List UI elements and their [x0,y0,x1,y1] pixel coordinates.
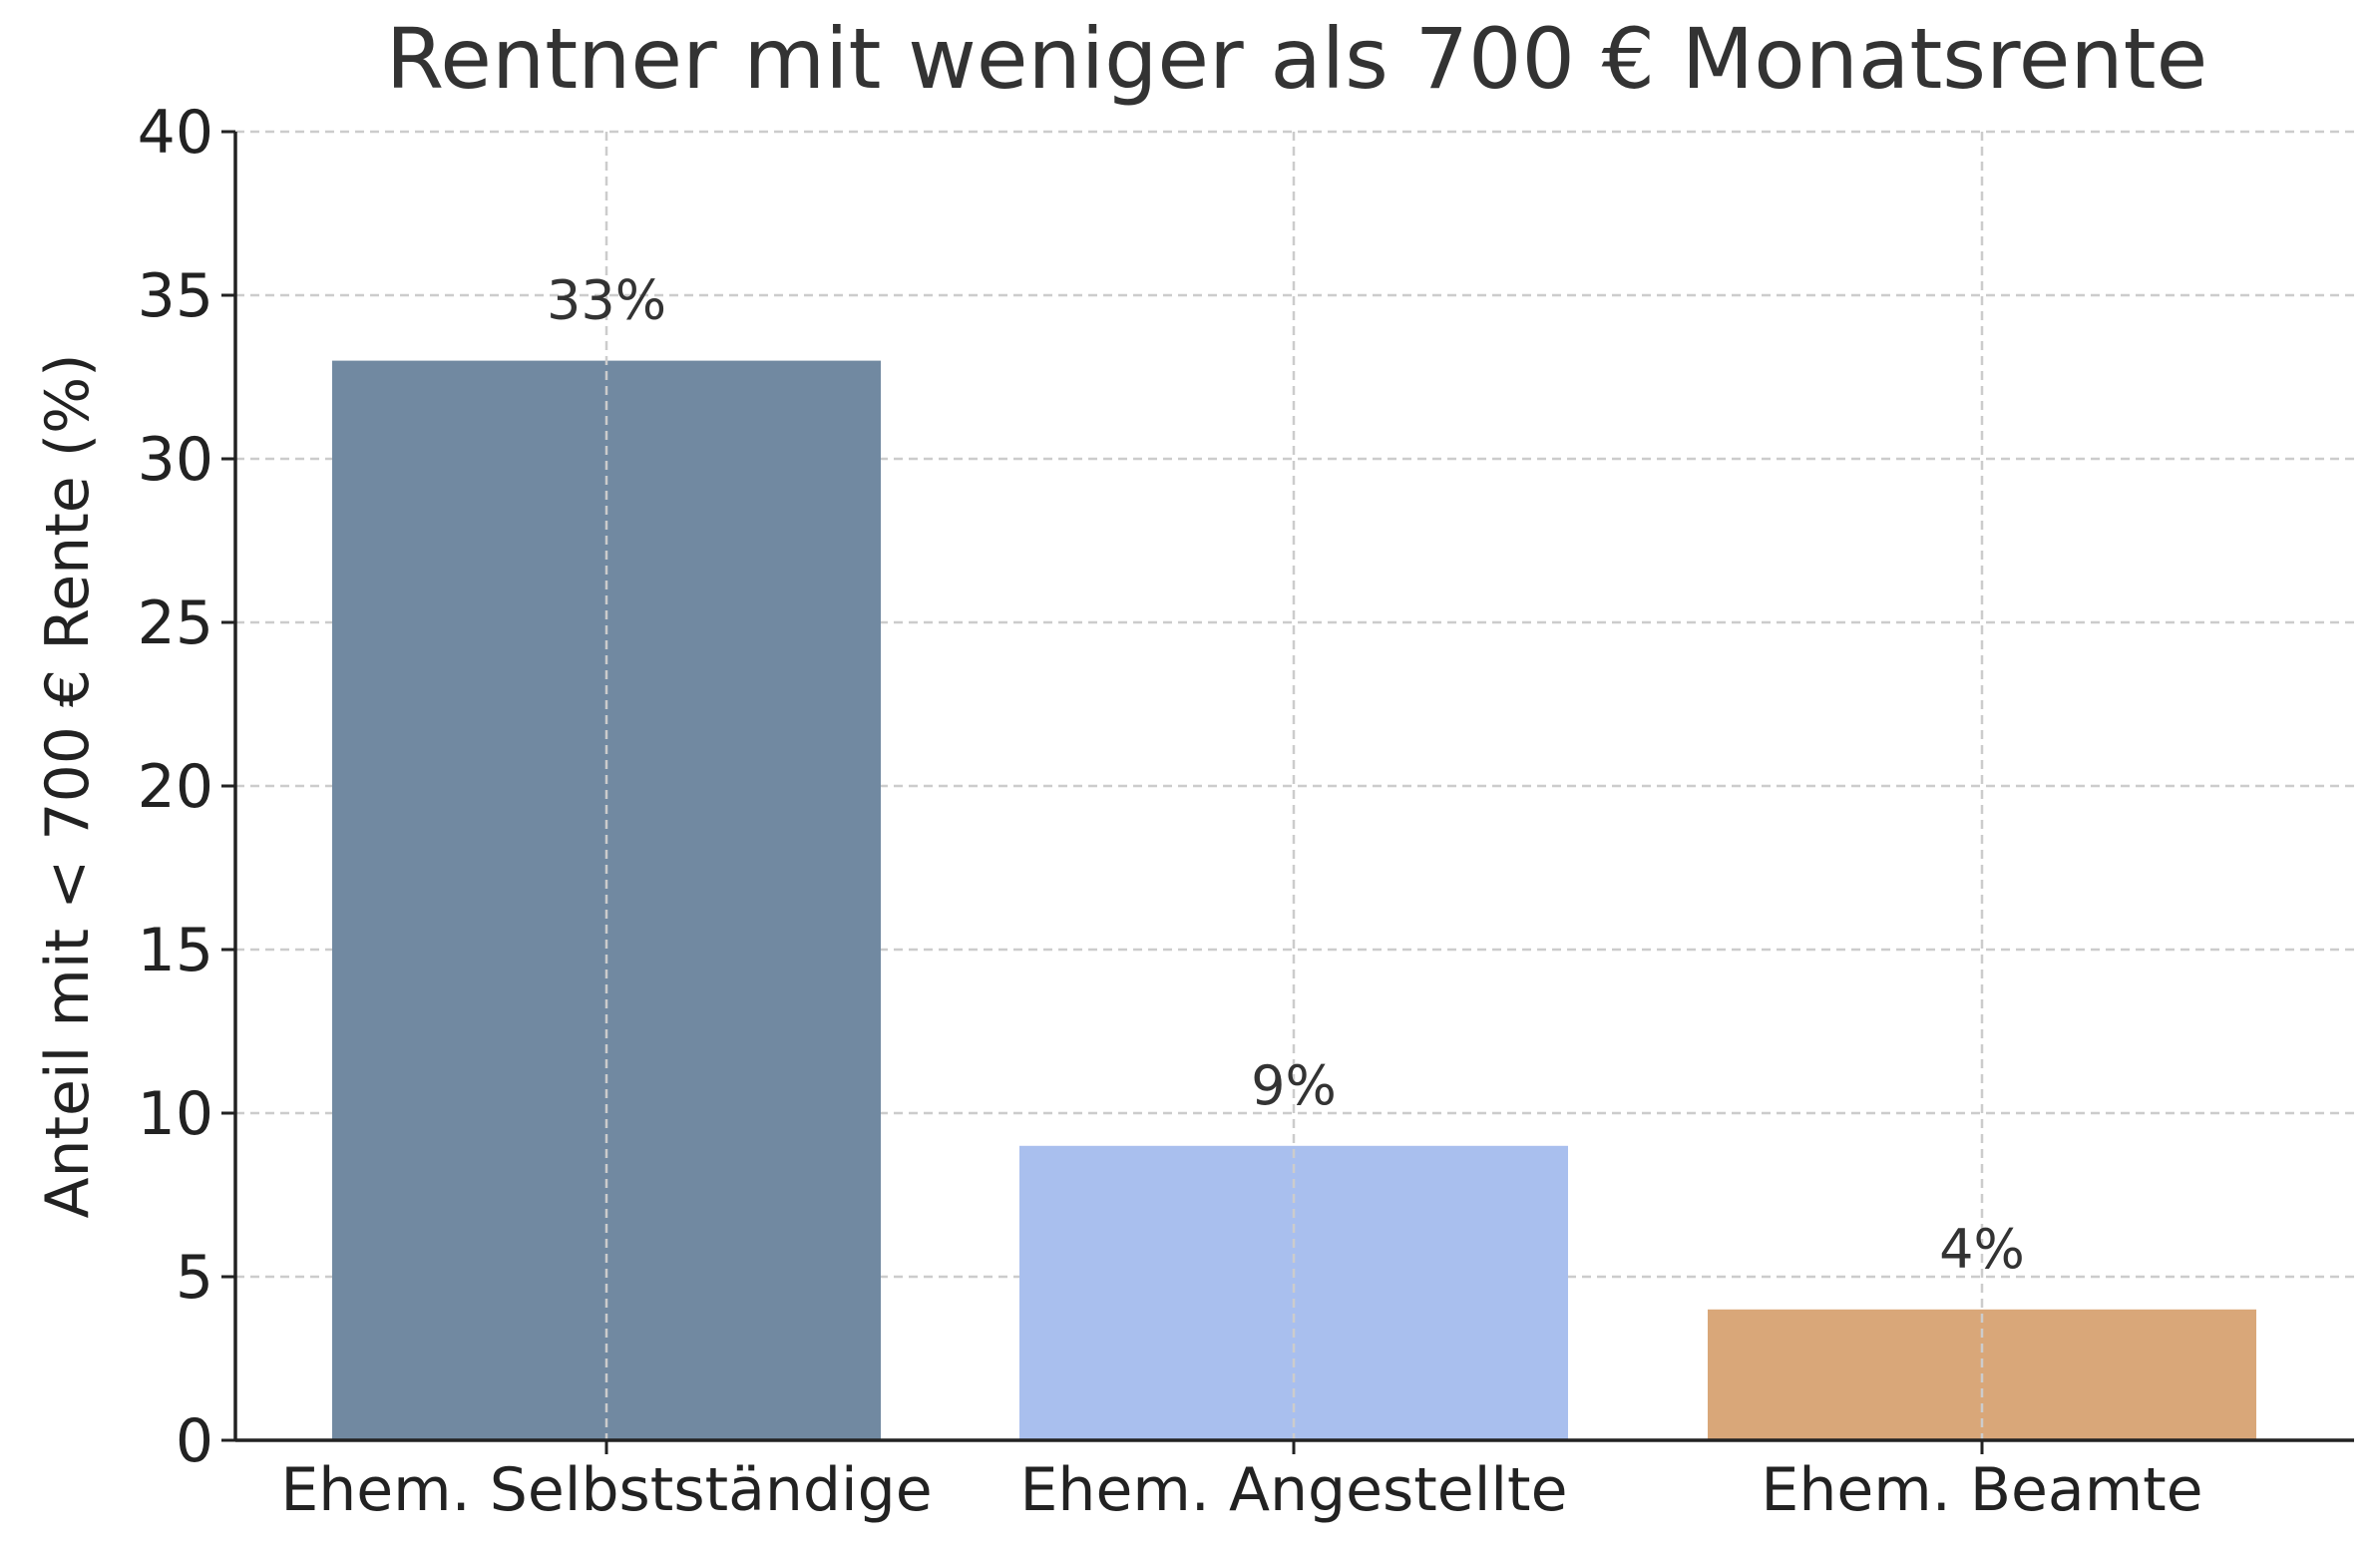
y-tick-label: 15 [138,916,213,985]
y-tick-label: 10 [138,1079,213,1149]
chart-title: Rentner mit weniger als 700 € Monatsrent… [386,10,2208,108]
y-tick-label: 5 [176,1243,213,1313]
axes [221,130,2354,1454]
y-tick-label: 30 [138,425,213,495]
y-axis-label: Anteil mit < 700 € Rente (%) [33,353,103,1218]
vertical-grid-lines [604,132,1984,1440]
x-tick-label: Ehem. Angestellte [1020,1455,1568,1525]
y-tick-label: 25 [138,588,213,658]
x-tick-label: Ehem. Beamte [1761,1455,2202,1525]
y-tick-label: 0 [176,1406,213,1476]
value-labels: 33% 9% 4% [547,269,2025,1281]
y-tick-label: 35 [138,261,213,331]
bar-value-label: 9% [1251,1054,1337,1117]
bar-value-label: 33% [547,269,666,332]
tick-labels: 0 5 10 15 20 25 30 35 40 Ehem. Selbstständige Ehem… [138,98,2203,1525]
y-tick-label: 40 [138,98,213,168]
x-tick-label: Ehem. Selbstständige [280,1455,932,1525]
y-tick-label: 20 [138,752,213,822]
bar-value-label: 4% [1939,1218,2025,1281]
